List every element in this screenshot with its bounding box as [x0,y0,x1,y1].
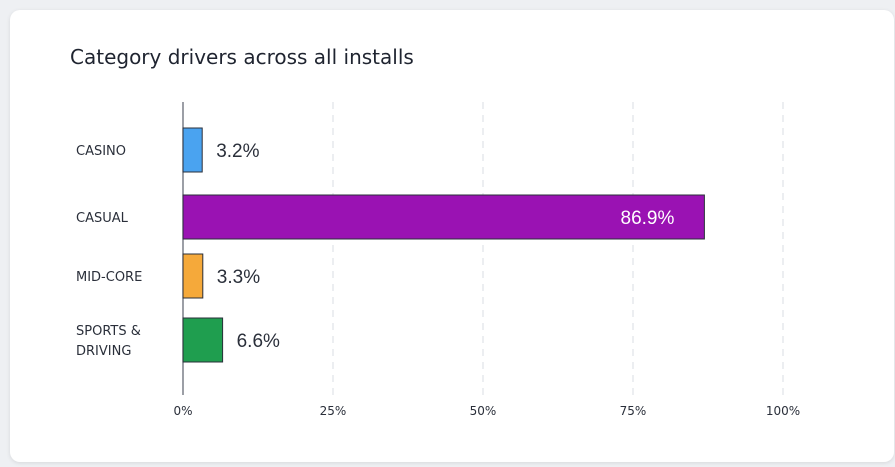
bar-0 [182,127,203,173]
chart-title: Category drivers across all installs [70,45,414,69]
x-tick-label-2: 50% [470,404,497,418]
bar-1 [182,194,705,240]
category-label-2: MID-CORE [76,270,142,285]
value-label-2: 3.3% [217,267,260,288]
category-label-1: CASUAL [76,211,129,226]
x-tick-label-0: 0% [173,404,192,418]
bar-3 [182,317,224,363]
value-label-0: 3.2% [216,141,259,162]
category-label-0: CASINO [76,144,126,159]
x-tick-label-3: 75% [620,404,647,418]
x-tick-label-4: 100% [766,404,800,418]
value-label-1: 86.9% [621,208,675,229]
x-tick-label-1: 25% [320,404,347,418]
category-label-3: SPORTS & DRIVING [76,324,141,359]
bar-2 [182,253,204,299]
value-label-3: 6.6% [237,331,280,352]
